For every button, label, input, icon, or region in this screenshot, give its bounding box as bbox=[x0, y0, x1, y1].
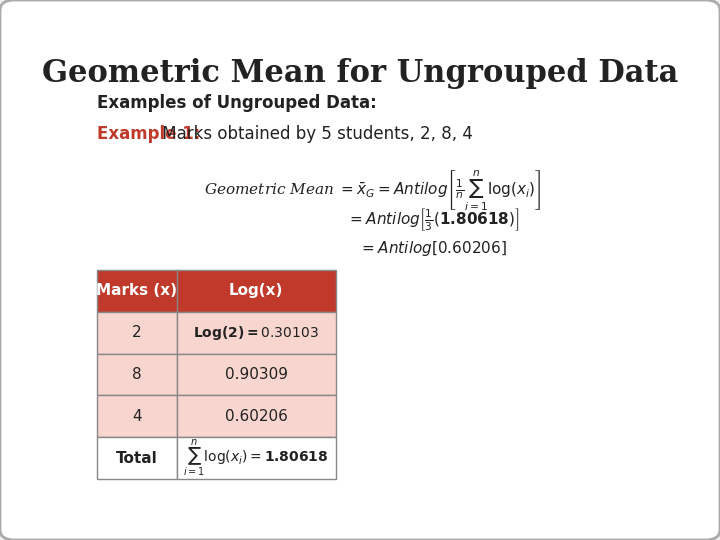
Text: Marks (x): Marks (x) bbox=[96, 284, 177, 299]
Text: Examples of Ungrouped Data:: Examples of Ungrouped Data: bbox=[97, 94, 377, 112]
Text: $\mathbf{Log(2)=}$0.30103: $\mathbf{Log(2)=}$0.30103 bbox=[193, 324, 319, 342]
FancyBboxPatch shape bbox=[97, 312, 176, 354]
Text: $= Antilog\left[\frac{1}{3}(\mathbf{1.80618})\right]$: $= Antilog\left[\frac{1}{3}(\mathbf{1.80… bbox=[347, 206, 520, 233]
FancyBboxPatch shape bbox=[176, 395, 336, 437]
FancyBboxPatch shape bbox=[176, 437, 336, 479]
FancyBboxPatch shape bbox=[176, 312, 336, 354]
FancyBboxPatch shape bbox=[176, 354, 336, 395]
FancyBboxPatch shape bbox=[97, 395, 176, 437]
Text: 2: 2 bbox=[132, 325, 142, 340]
Text: 0.90309: 0.90309 bbox=[225, 367, 287, 382]
Text: Geometric Mean $= \bar{x}_G = Antilog\left[\frac{1}{n}\sum_{i=1}^{n}\log(x_i)\ri: Geometric Mean $= \bar{x}_G = Antilog\le… bbox=[204, 168, 541, 212]
Text: Log(x): Log(x) bbox=[229, 284, 283, 299]
Text: Total: Total bbox=[116, 451, 158, 465]
Text: 8: 8 bbox=[132, 367, 142, 382]
Text: Geometric Mean for Ungrouped Data: Geometric Mean for Ungrouped Data bbox=[42, 58, 678, 89]
Text: $= Antilog\left[0.60206\right]$: $= Antilog\left[0.60206\right]$ bbox=[359, 239, 508, 259]
FancyBboxPatch shape bbox=[97, 270, 336, 312]
FancyBboxPatch shape bbox=[97, 354, 176, 395]
FancyBboxPatch shape bbox=[97, 437, 176, 479]
Text: 4: 4 bbox=[132, 409, 142, 424]
Text: 0.60206: 0.60206 bbox=[225, 409, 287, 424]
Text: Example 1:: Example 1: bbox=[97, 125, 200, 143]
Text: Marks obtained by 5 students, 2, 8, 4: Marks obtained by 5 students, 2, 8, 4 bbox=[157, 125, 473, 143]
Text: $\sum_{i=1}^{n}\log(x_i)=$$\mathbf{1.80618}$: $\sum_{i=1}^{n}\log(x_i)=$$\mathbf{1.806… bbox=[184, 437, 328, 479]
